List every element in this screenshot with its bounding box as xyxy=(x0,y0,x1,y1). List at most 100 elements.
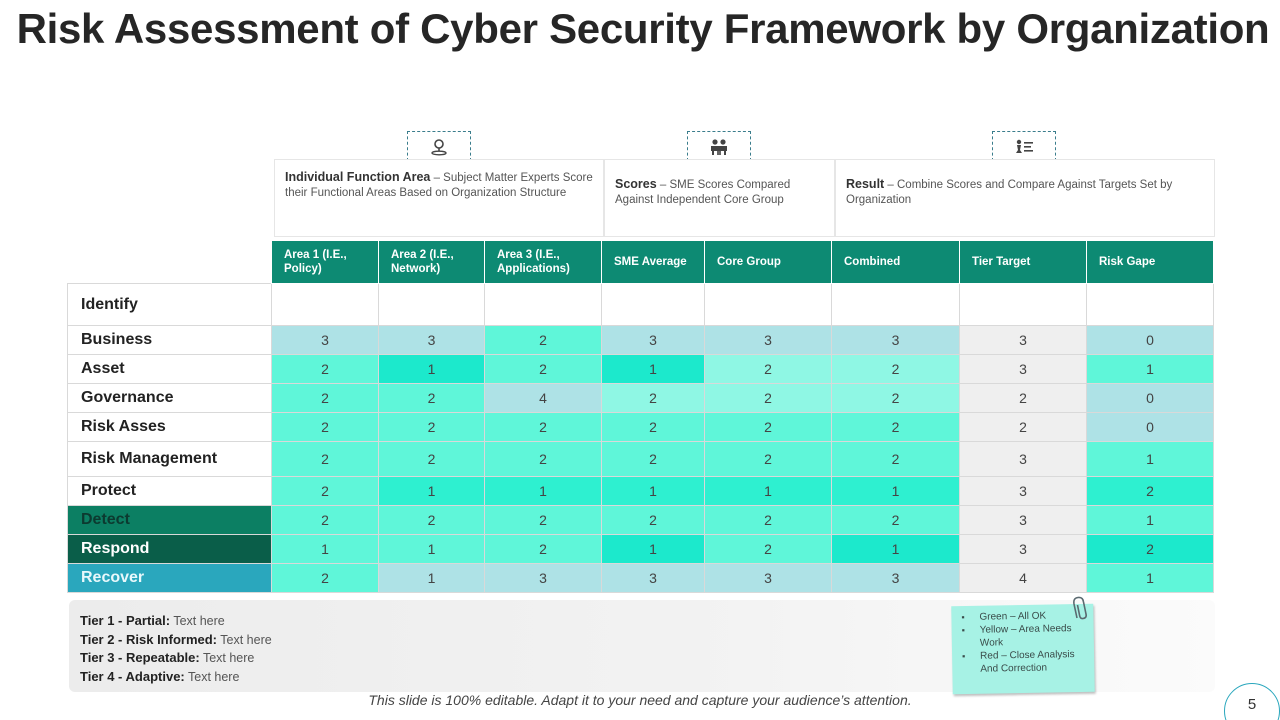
column-header: Combined xyxy=(831,240,960,284)
table-cell xyxy=(378,283,485,326)
table-cell xyxy=(484,283,602,326)
table-row: Recover 2 1 3 3 3 3 4 1 xyxy=(67,563,1214,593)
table-row: Asset 2 1 2 1 2 2 3 1 xyxy=(67,354,1214,384)
table-cell: 2 xyxy=(271,476,379,506)
table-cell: 3 xyxy=(959,534,1087,564)
section-heading: Individual Function Area xyxy=(285,170,431,184)
section-text: – Combine Scores and Compare Against Tar… xyxy=(846,179,1173,206)
table-row: Respond 1 1 2 1 2 1 3 2 xyxy=(67,534,1214,564)
table-cell: 3 xyxy=(601,325,705,355)
table-cell: 1 xyxy=(1086,505,1214,535)
tier-text: Text here xyxy=(170,614,225,628)
table-cell: 1 xyxy=(1086,563,1214,593)
table-cell: 2 xyxy=(271,441,379,477)
table-cell: 2 xyxy=(704,505,832,535)
row-label: Risk Asses xyxy=(67,412,272,442)
table-cell: 3 xyxy=(959,325,1087,355)
column-header: SME Average xyxy=(601,240,705,284)
tier-item: Tier 1 - Partial: Text here xyxy=(80,612,1204,631)
table-cell: 2 xyxy=(484,441,602,477)
section-individual-function: Individual Function Area – Subject Matte… xyxy=(274,159,604,237)
table-cell: 2 xyxy=(484,505,602,535)
table-row: Protect 2 1 1 1 1 1 3 2 xyxy=(67,476,1214,506)
table-cell: 2 xyxy=(959,383,1087,413)
tier-text: Text here xyxy=(199,651,255,666)
table-cell: 2 xyxy=(378,441,485,477)
table-cell: 3 xyxy=(378,325,485,355)
section-heading: Result xyxy=(846,177,885,191)
table-cell: 1 xyxy=(831,534,960,564)
table-cell: 3 xyxy=(271,325,379,355)
row-label: Protect xyxy=(67,476,272,506)
section-text: – Subject Matter Experts Score their Fun… xyxy=(285,172,593,199)
table-cell: 2 xyxy=(831,383,960,413)
table-cell: 1 xyxy=(378,354,485,384)
table-cell: 3 xyxy=(959,441,1087,477)
footer-text: This slide is 100% editable. Adapt it to… xyxy=(368,692,912,708)
table-cell: 2 xyxy=(378,383,485,413)
table-cell: 2 xyxy=(484,534,602,564)
tier-name: Tier 4 - Adaptive: xyxy=(80,669,185,685)
table-cell: 1 xyxy=(704,476,832,506)
table-cell: 0 xyxy=(1086,412,1214,442)
table-cell: 2 xyxy=(704,441,832,477)
column-header: Risk Gape xyxy=(1086,240,1214,284)
section-heading: Scores xyxy=(615,177,657,191)
table-cell: 4 xyxy=(484,383,602,413)
table-cell: 1 xyxy=(378,534,485,564)
table-cell xyxy=(271,283,379,326)
table-cell: 2 xyxy=(959,412,1087,442)
table-cell: 3 xyxy=(959,354,1087,384)
row-label: Respond xyxy=(67,534,272,564)
column-header: Tier Target xyxy=(959,240,1087,284)
table-cell: 3 xyxy=(831,325,960,355)
table-cell: 1 xyxy=(378,563,485,593)
header-blank xyxy=(67,240,272,284)
paperclip-icon xyxy=(1073,596,1087,620)
column-header: Area 2 (I.E., Network) xyxy=(378,240,485,284)
table-cell: 1 xyxy=(271,534,379,564)
row-label: Risk Management xyxy=(67,441,272,477)
table-row: Business 3 3 2 3 3 3 3 0 xyxy=(67,325,1214,355)
slide-title: Risk Assessment of Cyber Security Framew… xyxy=(16,5,1270,52)
table-cell: 1 xyxy=(1086,354,1214,384)
table-cell: 2 xyxy=(271,354,379,384)
risk-assessment-table: Area 1 (I.E., Policy) Area 2 (I.E., Netw… xyxy=(67,240,1214,593)
section-result: Result – Combine Scores and Compare Agai… xyxy=(835,159,1215,237)
table-cell: 2 xyxy=(704,534,832,564)
table-cell: 1 xyxy=(601,534,705,564)
table-cell: 2 xyxy=(484,412,602,442)
table-cell: 2 xyxy=(704,383,832,413)
table-cell: 3 xyxy=(601,563,705,593)
row-label: Asset xyxy=(67,354,272,384)
table-cell: 1 xyxy=(831,476,960,506)
table-row: Risk Management 2 2 2 2 2 2 3 1 xyxy=(67,441,1214,477)
table-cell: 2 xyxy=(484,325,602,355)
tier-name: Tier 3 - Repeatable: xyxy=(80,650,200,666)
row-label: Identify xyxy=(67,283,272,326)
tier-item: Tier 2 - Risk Informed: Text here xyxy=(80,631,1204,650)
table-cell xyxy=(959,283,1087,326)
section-text: – SME Scores Compared Against Independen… xyxy=(615,179,791,206)
table-cell xyxy=(1086,283,1214,326)
table-cell: 0 xyxy=(1086,325,1214,355)
table-cell: 3 xyxy=(484,563,602,593)
table-cell: 3 xyxy=(959,476,1087,506)
table-row: Identify xyxy=(67,283,1214,326)
table-cell: 2 xyxy=(378,505,485,535)
table-cell: 2 xyxy=(601,505,705,535)
table-cell: 2 xyxy=(271,505,379,535)
chess-list-icon xyxy=(992,131,1056,161)
table-cell: 3 xyxy=(704,325,832,355)
table-cell: 2 xyxy=(1086,476,1214,506)
table-cell: 1 xyxy=(1086,441,1214,477)
table-row: Risk Asses 2 2 2 2 2 2 2 0 xyxy=(67,412,1214,442)
table-cell: 3 xyxy=(704,563,832,593)
table-cell: 2 xyxy=(484,354,602,384)
table-cell: 2 xyxy=(704,354,832,384)
tier-item: Tier 3 - Repeatable: Text here xyxy=(80,649,1204,668)
table-cell: 4 xyxy=(959,563,1087,593)
column-header: Area 3 (I.E., Applications) xyxy=(484,240,602,284)
table-cell: 2 xyxy=(1086,534,1214,564)
table-cell: 3 xyxy=(831,563,960,593)
